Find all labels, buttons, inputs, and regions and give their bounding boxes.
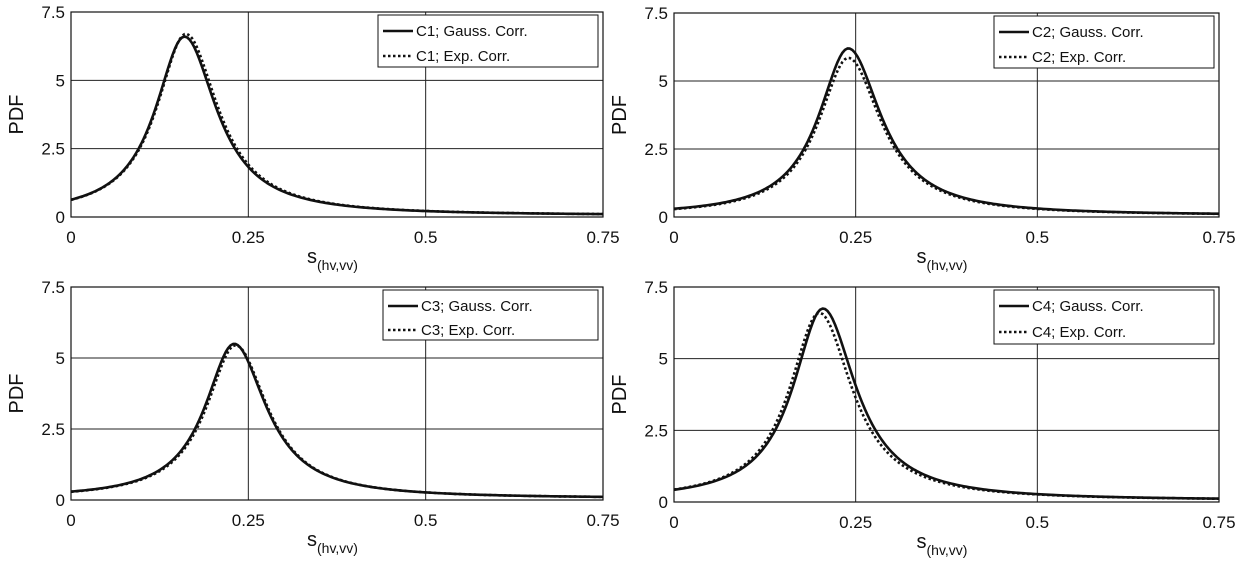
x-tick-label: 0.5: [414, 228, 438, 247]
x-axis-label: s(hv,vv): [917, 531, 968, 558]
axes-box: [70, 286, 604, 501]
x-axis-label-main: s: [917, 246, 927, 268]
series-line-exp: [673, 56, 1220, 216]
x-tick-label: 0.75: [586, 511, 619, 530]
y-tick-label: 5: [659, 350, 668, 369]
y-axis-label: PDF: [6, 95, 28, 135]
x-axis-label-subscript: (hv,vv): [317, 257, 358, 273]
x-axis-label-subscript: (hv,vv): [927, 542, 968, 558]
legend: C4; Gauss. Corr. C4; Exp. Corr.: [993, 289, 1215, 345]
x-tick-label: 0: [66, 511, 75, 530]
x-tick-label: 0: [669, 228, 678, 247]
x-axis-label: s(hv,vv): [917, 246, 968, 273]
chart-panel-2: 0 0.25 0.5 0.75 0 2.5 5 7.5 PDF s(hv,vv) C2; Gauss…: [609, 4, 1236, 273]
y-tick-label: 7.5: [41, 278, 65, 297]
x-tick-label: 0.75: [1202, 513, 1235, 532]
legend-label: C2; Gauss. Corr.: [1032, 24, 1144, 41]
x-axis-label: s(hv,vv): [307, 529, 358, 556]
x-axis-label: s(hv,vv): [307, 246, 358, 273]
legend: C3; Gauss. Corr. C3; Exp. Corr.: [382, 289, 599, 341]
x-tick-label: 0.75: [1202, 228, 1235, 247]
x-tick-label: 0.25: [232, 511, 265, 530]
y-tick-label: 0: [659, 493, 668, 512]
x-axis-label-main: s: [307, 246, 317, 268]
series-line-exp: [673, 311, 1220, 501]
y-tick-label: 2.5: [644, 140, 668, 159]
axes-box: [673, 12, 1220, 218]
x-tick-label: 0.75: [586, 228, 619, 247]
legend-box: [993, 15, 1215, 69]
legend: C2; Gauss. Corr. C2; Exp. Corr.: [993, 15, 1215, 69]
y-axis-label: PDF: [609, 375, 631, 415]
legend-label: C1; Exp. Corr.: [416, 48, 510, 65]
x-tick-label: 0.25: [839, 513, 872, 532]
y-tick-label: 5: [659, 72, 668, 91]
y-tick-label: 2.5: [41, 420, 65, 439]
axes-box: [673, 286, 1220, 503]
y-tick-label: 0: [56, 491, 65, 510]
y-axis-label: PDF: [609, 95, 631, 135]
x-tick-label: 0.5: [414, 511, 438, 530]
y-tick-label: 5: [56, 349, 65, 368]
legend-label: C4; Exp. Corr.: [1032, 324, 1126, 341]
legend-box: [382, 289, 599, 341]
y-axis-label: PDF: [6, 374, 28, 414]
x-tick-label: 0.5: [1026, 513, 1050, 532]
legend-label: C4; Gauss. Corr.: [1032, 298, 1144, 315]
chart-panel-3: 0 0.25 0.5 0.75 0 2.5 5 7.5 PDF s(hv,vv) C3; Gauss…: [6, 278, 620, 556]
legend: C1; Gauss. Corr. C1; Exp. Corr.: [377, 14, 599, 68]
legend-label: C3; Gauss. Corr.: [421, 298, 533, 315]
series-line-exp: [70, 32, 604, 216]
x-tick-label: 0: [66, 228, 75, 247]
y-tick-label: 2.5: [644, 421, 668, 440]
y-tick-label: 5: [56, 71, 65, 90]
x-tick-label: 0: [669, 513, 678, 532]
legend-label: C1; Gauss. Corr.: [416, 23, 528, 40]
x-tick-label: 0.25: [232, 228, 265, 247]
legend-box: [993, 289, 1215, 345]
chart-panel-4: 0 0.25 0.5 0.75 0 2.5 5 7.5 PDF s(hv,vv) C4; Gauss…: [609, 278, 1236, 558]
y-tick-label: 0: [659, 208, 668, 227]
axes-box: [70, 11, 604, 218]
x-axis-label-main: s: [307, 529, 317, 551]
y-tick-label: 2.5: [41, 140, 65, 159]
chart-panel-1: 0 0.25 0.5 0.75 0 2.5 5 7.5 PDF s(hv,vv) C1; Gauss…: [6, 3, 620, 273]
y-tick-label: 0: [56, 208, 65, 227]
legend-label: C2; Exp. Corr.: [1032, 49, 1126, 66]
x-tick-label: 0.5: [1026, 228, 1050, 247]
y-tick-label: 7.5: [644, 4, 668, 23]
x-axis-label-subscript: (hv,vv): [317, 540, 358, 556]
legend-label: C3; Exp. Corr.: [421, 322, 515, 339]
x-axis-label-subscript: (hv,vv): [927, 257, 968, 273]
legend-box: [377, 14, 599, 68]
x-axis-label-main: s: [917, 531, 927, 553]
y-tick-label: 7.5: [644, 278, 668, 297]
series-line-exp: [70, 343, 604, 499]
y-tick-label: 7.5: [41, 3, 65, 22]
x-tick-label: 0.25: [839, 228, 872, 247]
